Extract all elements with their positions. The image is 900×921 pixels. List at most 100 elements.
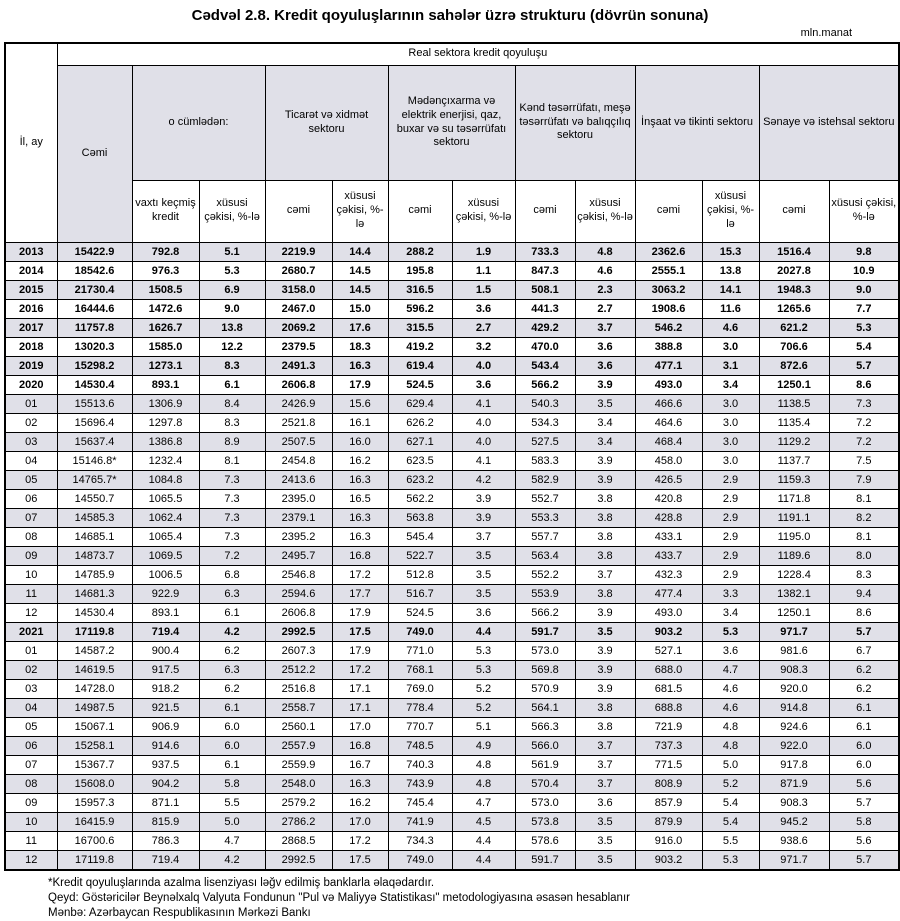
cell: 8.3 xyxy=(198,355,266,376)
cell: 16.1 xyxy=(331,412,389,433)
table-row: 10 14785.9 1006.5 6.8 2546.8 17.2 512.8 3.5 552.… xyxy=(4,564,900,585)
cell: 14587.2 xyxy=(56,640,133,661)
cell: 569.8 xyxy=(514,659,576,680)
cell: 924.6 xyxy=(758,716,830,737)
cell: 768.1 xyxy=(387,659,453,680)
row-label: 10 xyxy=(4,811,58,832)
cell: 477.1 xyxy=(634,355,703,376)
footnotes: *Kredit qoyuluşlarında azalma lisenziyas… xyxy=(48,876,900,921)
cell: 17.6 xyxy=(331,317,389,338)
table-row: 03 14728.0 918.2 6.2 2516.8 17.1 769.0 5.2 570.9… xyxy=(4,678,900,699)
cell: 771.0 xyxy=(387,640,453,661)
cell: 5.7 xyxy=(828,849,900,870)
cell: 14.1 xyxy=(701,279,760,300)
sub-header: xüsusi çəkisi, %-lə xyxy=(828,179,900,243)
cell: 4.7 xyxy=(198,830,266,851)
cell: 553.3 xyxy=(514,507,576,528)
cell: 3.5 xyxy=(574,621,636,642)
row-label: 2020 xyxy=(4,374,58,395)
cell: 6.1 xyxy=(198,602,266,623)
cell: 4.7 xyxy=(451,792,516,813)
cell: 428.8 xyxy=(634,507,703,528)
cell: 3.5 xyxy=(574,811,636,832)
cell: 8.1 xyxy=(828,488,900,509)
cell: 8.9 xyxy=(198,431,266,452)
cell: 921.5 xyxy=(131,697,200,718)
cell: 740.3 xyxy=(387,754,453,775)
cell: 566.0 xyxy=(514,735,576,756)
cell: 7.3 xyxy=(828,393,900,414)
cell: 3.9 xyxy=(574,659,636,680)
cell: 3.4 xyxy=(701,374,760,395)
cell: 16415.9 xyxy=(56,811,133,832)
table-row: 06 15258.1 914.6 6.0 2557.9 16.8 748.5 4.9 566.0… xyxy=(4,735,900,756)
table-row: 02 14619.5 917.5 6.3 2512.2 17.2 768.1 5.3 569.8… xyxy=(4,659,900,680)
cell: 1159.3 xyxy=(758,469,830,490)
cell: 17.2 xyxy=(331,659,389,680)
cell: 573.0 xyxy=(514,640,576,661)
cell: 578.6 xyxy=(514,830,576,851)
cell: 14550.7 xyxy=(56,488,133,509)
sub-header: cəmi xyxy=(758,179,830,243)
sub-header: xüsusi çəkisi, %-lə xyxy=(198,179,266,243)
cell: 14.4 xyxy=(331,241,389,262)
cell: 15146.8* xyxy=(56,450,133,471)
cell: 1585.0 xyxy=(131,336,200,357)
cell: 2.9 xyxy=(701,564,760,585)
cell: 2559.9 xyxy=(264,754,333,775)
cell: 3.5 xyxy=(574,830,636,851)
cell: 493.0 xyxy=(634,602,703,623)
row-label: 11 xyxy=(4,583,58,604)
cell: 2606.8 xyxy=(264,374,333,395)
cell: 879.9 xyxy=(634,811,703,832)
cell: 2467.0 xyxy=(264,298,333,319)
cell: 971.7 xyxy=(758,849,830,870)
cell: 5.2 xyxy=(451,697,516,718)
cell: 4.0 xyxy=(451,412,516,433)
table-row: 09 14873.7 1069.5 7.2 2495.7 16.8 522.7 3.5 563.… xyxy=(4,545,900,566)
cell: 316.5 xyxy=(387,279,453,300)
cell: 14765.7* xyxy=(56,469,133,490)
row-label: 02 xyxy=(4,412,58,433)
table-row: 12 17119.8 719.4 4.2 2992.5 17.5 749.0 4.4 591.7… xyxy=(4,849,900,870)
cell: 6.1 xyxy=(198,754,266,775)
cell: 5.4 xyxy=(701,792,760,813)
cell: 8.0 xyxy=(828,545,900,566)
row-label: 04 xyxy=(4,450,58,471)
cell: 4.8 xyxy=(451,773,516,794)
cell: 1508.5 xyxy=(131,279,200,300)
cell: 7.7 xyxy=(828,298,900,319)
cell: 17.7 xyxy=(331,583,389,604)
row-label: 03 xyxy=(4,678,58,699)
row-label: 2018 xyxy=(4,336,58,357)
cell: 4.6 xyxy=(701,678,760,699)
cell: 4.7 xyxy=(701,659,760,680)
cell: 4.6 xyxy=(574,260,636,281)
cell: 4.1 xyxy=(451,450,516,471)
row-label: 2019 xyxy=(4,355,58,376)
cell: 17.1 xyxy=(331,697,389,718)
cell: 16.3 xyxy=(331,773,389,794)
cell: 3.5 xyxy=(574,849,636,870)
row-label: 04 xyxy=(4,697,58,718)
cell: 1006.5 xyxy=(131,564,200,585)
credit-structure-table: İl, ay Real sektora kredit qoyuluşu Cəmi… xyxy=(4,42,900,871)
cell: 1.9 xyxy=(451,241,516,262)
cell: 524.5 xyxy=(387,602,453,623)
cell: 4.5 xyxy=(451,811,516,832)
cell: 808.9 xyxy=(634,773,703,794)
cell: 688.0 xyxy=(634,659,703,680)
cell: 8.1 xyxy=(828,526,900,547)
row-label: 06 xyxy=(4,735,58,756)
cell: 792.8 xyxy=(131,241,200,262)
cell: 522.7 xyxy=(387,545,453,566)
cell: 15608.0 xyxy=(56,773,133,794)
cell: 524.5 xyxy=(387,374,453,395)
cell: 17.5 xyxy=(331,621,389,642)
cell: 15067.1 xyxy=(56,716,133,737)
cell: 2680.7 xyxy=(264,260,333,281)
cell: 749.0 xyxy=(387,849,453,870)
cell: 1.1 xyxy=(451,260,516,281)
cell: 917.8 xyxy=(758,754,830,775)
corner-header: İl, ay xyxy=(4,42,58,243)
